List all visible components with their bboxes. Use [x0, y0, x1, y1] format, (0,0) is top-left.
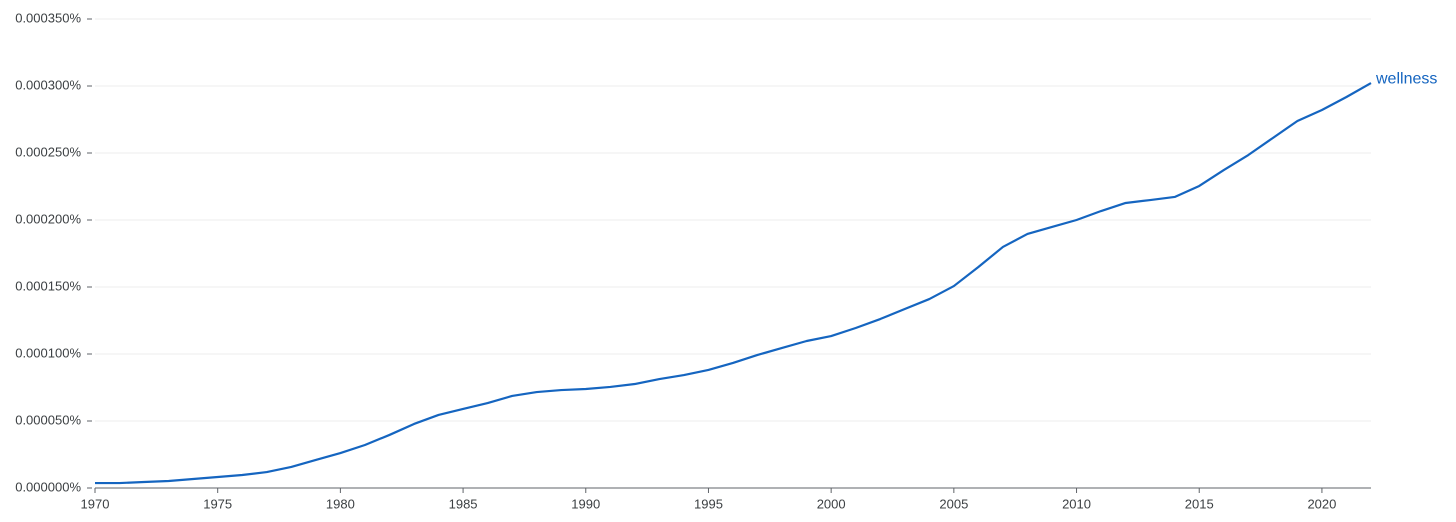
- x-tick-label: 1995: [694, 496, 723, 511]
- y-tick-label: 0.000050%: [15, 412, 81, 427]
- x-tick-label: 1990: [571, 496, 600, 511]
- y-tick-label: 0.000250%: [15, 144, 81, 159]
- line: [95, 82, 1372, 485]
- y-tick-label: 0.000200%: [15, 211, 81, 226]
- x-tick-label: 1970: [81, 496, 110, 511]
- x-tick-label: 2015: [1185, 496, 1214, 511]
- y-tick-label: 0.000300%: [15, 77, 81, 92]
- y-tick-label: 0.000000%: [15, 479, 81, 494]
- series-label: wellness: [1375, 70, 1437, 87]
- x-tick-label: 2010: [1062, 496, 1091, 511]
- x-tick-label: 1980: [326, 496, 355, 511]
- x-tick-label: 1985: [449, 496, 478, 511]
- y-tick-label: 0.000100%: [15, 345, 81, 360]
- x-tick-label: 2000: [817, 496, 846, 511]
- y-tick-label: 0.000150%: [15, 278, 81, 293]
- x-tick-label: 2020: [1307, 496, 1336, 511]
- x-tick-label: 1975: [203, 496, 232, 511]
- y-tick-label: 0.000350%: [15, 10, 81, 25]
- x-tick-label: 2005: [939, 496, 968, 511]
